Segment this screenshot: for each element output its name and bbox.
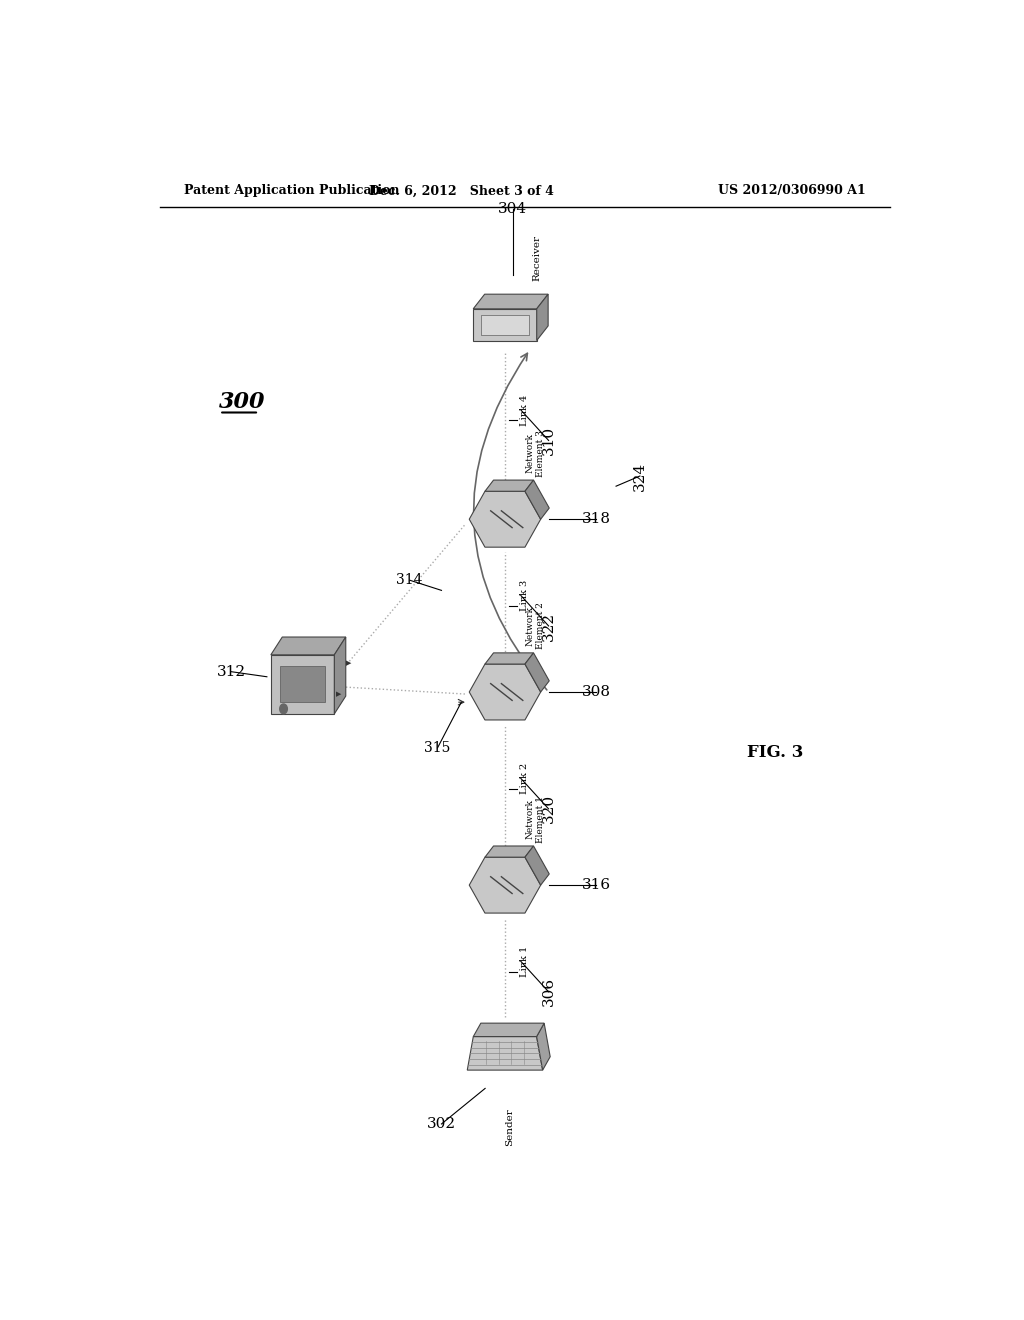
Polygon shape — [270, 638, 346, 655]
Text: 308: 308 — [582, 685, 610, 700]
Text: ▶: ▶ — [346, 660, 351, 667]
Text: Network
Element 1: Network Element 1 — [525, 796, 545, 842]
Polygon shape — [485, 653, 534, 664]
Text: 304: 304 — [499, 202, 527, 216]
Text: Receiver: Receiver — [532, 235, 542, 281]
Text: 310: 310 — [542, 426, 556, 455]
Text: 320: 320 — [542, 795, 556, 824]
Polygon shape — [485, 480, 534, 491]
Polygon shape — [525, 480, 549, 519]
Text: 314: 314 — [396, 573, 423, 587]
Text: 315: 315 — [424, 741, 451, 755]
Polygon shape — [473, 294, 548, 309]
Polygon shape — [473, 309, 537, 341]
Text: 302: 302 — [427, 1117, 456, 1131]
Text: 318: 318 — [582, 512, 610, 527]
Text: Dec. 6, 2012   Sheet 3 of 4: Dec. 6, 2012 Sheet 3 of 4 — [369, 185, 554, 198]
Text: Sender: Sender — [505, 1109, 514, 1146]
Text: 312: 312 — [217, 665, 246, 678]
Polygon shape — [334, 638, 346, 714]
Polygon shape — [467, 1036, 543, 1071]
Polygon shape — [537, 294, 548, 341]
Polygon shape — [270, 655, 334, 714]
Polygon shape — [525, 653, 549, 692]
Polygon shape — [469, 491, 541, 548]
Text: Link 1: Link 1 — [520, 945, 529, 977]
Polygon shape — [485, 846, 534, 857]
Text: 324: 324 — [633, 462, 647, 491]
Polygon shape — [469, 664, 541, 719]
Text: Patent Application Publication: Patent Application Publication — [183, 185, 399, 198]
Text: Link 3: Link 3 — [520, 579, 529, 611]
Text: US 2012/0306990 A1: US 2012/0306990 A1 — [718, 185, 866, 198]
Text: 316: 316 — [582, 878, 610, 892]
Text: 300: 300 — [219, 391, 266, 413]
Polygon shape — [473, 1023, 544, 1036]
Polygon shape — [281, 667, 325, 702]
Text: 306: 306 — [542, 977, 556, 1006]
FancyArrowPatch shape — [473, 354, 547, 690]
Text: Network
Element 3: Network Element 3 — [525, 430, 545, 477]
Text: ▶: ▶ — [336, 692, 341, 697]
Polygon shape — [525, 846, 549, 886]
Polygon shape — [537, 1023, 550, 1071]
Text: 322: 322 — [542, 611, 556, 640]
Text: Link 4: Link 4 — [520, 395, 529, 425]
Circle shape — [280, 704, 288, 714]
Text: Network
Element 2: Network Element 2 — [525, 602, 545, 649]
Polygon shape — [469, 857, 541, 913]
Text: FIG. 3: FIG. 3 — [748, 744, 804, 762]
Polygon shape — [481, 315, 529, 335]
Text: Link 2: Link 2 — [520, 763, 529, 795]
